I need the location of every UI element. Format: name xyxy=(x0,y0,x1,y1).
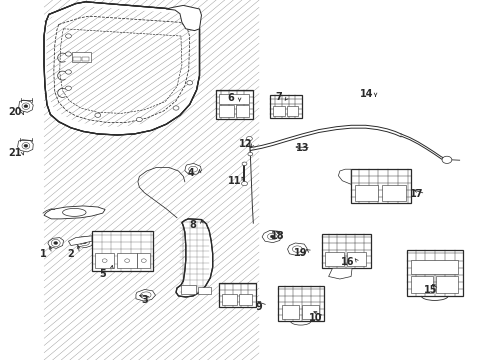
Bar xyxy=(321,234,370,268)
Polygon shape xyxy=(68,236,92,246)
Bar xyxy=(302,305,319,319)
Text: 13: 13 xyxy=(296,143,309,153)
Text: 2: 2 xyxy=(67,249,74,259)
Bar xyxy=(73,57,81,61)
Circle shape xyxy=(247,152,252,156)
Circle shape xyxy=(173,106,179,110)
Circle shape xyxy=(54,242,58,244)
Circle shape xyxy=(24,144,28,147)
Polygon shape xyxy=(76,237,93,248)
Circle shape xyxy=(82,241,86,244)
Bar xyxy=(410,276,432,293)
Circle shape xyxy=(141,259,146,262)
Bar xyxy=(197,287,211,294)
Bar xyxy=(72,52,91,62)
Text: 8: 8 xyxy=(189,220,196,230)
Circle shape xyxy=(95,113,101,117)
Bar xyxy=(286,106,298,116)
Circle shape xyxy=(242,162,246,166)
Text: 7: 7 xyxy=(275,92,282,102)
Circle shape xyxy=(241,181,247,186)
Polygon shape xyxy=(262,230,281,243)
Circle shape xyxy=(186,81,192,85)
Circle shape xyxy=(65,86,71,90)
Text: 14: 14 xyxy=(359,89,373,99)
Bar xyxy=(350,169,410,203)
Circle shape xyxy=(24,105,28,108)
Text: 9: 9 xyxy=(255,302,262,312)
Bar xyxy=(222,294,236,305)
Bar xyxy=(435,276,457,293)
Polygon shape xyxy=(18,140,33,152)
Text: 1: 1 xyxy=(40,249,46,259)
Bar xyxy=(325,252,343,266)
Text: 12: 12 xyxy=(238,139,252,149)
Bar xyxy=(216,90,252,119)
Text: 11: 11 xyxy=(227,176,241,186)
Circle shape xyxy=(102,259,107,262)
Bar xyxy=(92,231,153,271)
Bar xyxy=(281,305,298,319)
Text: 10: 10 xyxy=(308,312,322,323)
Bar xyxy=(219,94,249,104)
Bar xyxy=(235,105,249,117)
Circle shape xyxy=(65,34,71,38)
Circle shape xyxy=(65,70,71,74)
Text: 4: 4 xyxy=(187,168,194,178)
Bar xyxy=(95,253,114,268)
Polygon shape xyxy=(176,219,212,297)
Bar xyxy=(346,252,365,266)
Bar xyxy=(82,57,89,61)
Bar xyxy=(181,285,195,294)
Polygon shape xyxy=(328,268,351,279)
Bar xyxy=(238,294,252,305)
Polygon shape xyxy=(44,2,199,135)
Bar xyxy=(382,185,405,201)
Bar xyxy=(219,283,255,307)
Bar xyxy=(354,185,378,201)
Polygon shape xyxy=(44,2,199,135)
Text: 15: 15 xyxy=(423,285,436,295)
Polygon shape xyxy=(19,100,33,112)
Text: 5: 5 xyxy=(99,269,106,279)
Bar xyxy=(406,250,462,296)
Bar xyxy=(272,106,285,116)
Polygon shape xyxy=(166,5,201,31)
Bar xyxy=(277,286,324,321)
Polygon shape xyxy=(44,206,105,219)
Text: 16: 16 xyxy=(341,257,354,267)
Text: 21: 21 xyxy=(8,148,21,158)
Polygon shape xyxy=(48,238,63,248)
Text: 18: 18 xyxy=(270,231,284,241)
Bar xyxy=(219,105,233,117)
Circle shape xyxy=(246,136,252,141)
Text: 19: 19 xyxy=(293,248,307,258)
Circle shape xyxy=(441,156,451,163)
Polygon shape xyxy=(184,163,201,174)
Bar xyxy=(117,253,137,268)
Polygon shape xyxy=(287,243,306,256)
Bar xyxy=(137,253,149,268)
Text: 6: 6 xyxy=(227,93,234,103)
Circle shape xyxy=(65,52,71,56)
Bar xyxy=(269,95,301,118)
Circle shape xyxy=(136,117,142,122)
Circle shape xyxy=(270,235,274,238)
Bar xyxy=(410,260,457,274)
Text: 20: 20 xyxy=(8,107,21,117)
Text: 17: 17 xyxy=(409,189,423,199)
Polygon shape xyxy=(136,289,155,301)
Circle shape xyxy=(124,259,129,262)
Polygon shape xyxy=(338,169,350,184)
Text: 3: 3 xyxy=(141,294,147,305)
